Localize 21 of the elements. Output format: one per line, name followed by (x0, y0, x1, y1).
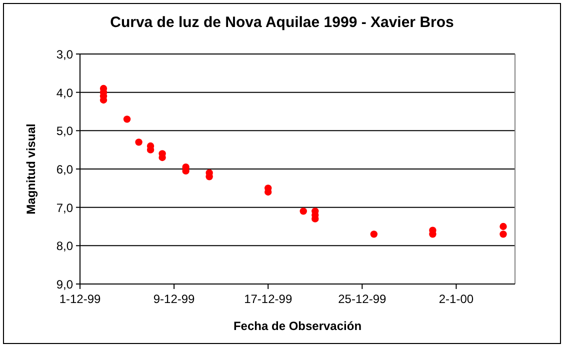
point (500, 222, 507, 230)
y-axis-title: Magnitud visual (24, 124, 38, 214)
y-tick-label: 9,0 (56, 278, 74, 292)
x-tick-label: 2-1-00 (438, 292, 474, 306)
point (370, 230, 378, 238)
point (300, 208, 307, 215)
y-tick-label: 4,0 (56, 86, 74, 100)
chart-title: Curva de luz de Nova Aquilae 1999 - Xavier Bros (110, 14, 454, 31)
x-axis-title: Fecha de Observación (233, 319, 362, 333)
point (123, 116, 131, 123)
y-tick-label: 8,0 (56, 239, 74, 254)
point (500, 230, 507, 238)
x-tick-label: 1-12-99 (59, 292, 101, 306)
y-tick-label: 5,0 (56, 124, 74, 138)
y-tick-label: 6,0 (56, 162, 74, 176)
x-tick-label: 17-12-99 (244, 292, 292, 306)
y-tick-label: 3,0 (56, 48, 74, 62)
x-tick-label: 9-12-99 (153, 292, 196, 306)
point (135, 138, 142, 146)
y-tick-label: 7,0 (56, 200, 74, 215)
x-tick-label: 25-12-99 (338, 292, 386, 306)
